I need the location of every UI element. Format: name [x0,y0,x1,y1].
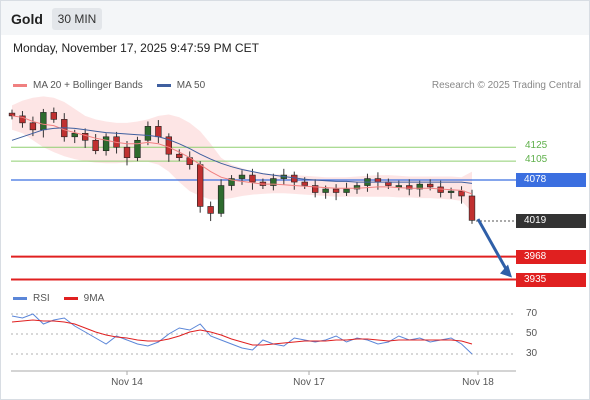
candle-body [322,188,329,193]
candle-body [102,136,110,152]
candle-body [19,115,26,124]
price-legend: MA 20 + Bollinger Bands MA 50 [13,80,205,91]
candle-body [312,185,319,193]
candle-body [343,188,350,193]
ma20-line [11,115,473,195]
research-credit: Research © 2025 Trading Central [431,80,581,91]
chart-header: Gold 30 MIN [1,1,589,35]
ma50-legend-swatch [156,84,171,87]
last-price-label: 4019 [516,214,586,229]
candle-body [301,181,308,186]
candle-body [353,185,361,190]
candle-body [92,139,99,152]
candle-body [8,112,16,117]
candle-body [144,126,152,141]
rsi-ma-legend-label: 9MA [83,293,105,304]
candle-body [217,185,225,214]
resistance-label-2: 4105 [525,154,548,166]
rsi-tick-30: 30 [526,348,538,359]
candle-body [249,174,256,183]
candle-body [374,178,382,183]
rsi-ma-legend-swatch [63,297,78,300]
x-tick-label: Nov 17 [293,377,325,388]
support-price-label-1: 3968 [516,249,586,264]
x-tick-label: Nov 18 [462,377,494,388]
candle-body [427,183,434,188]
timeframe-button[interactable]: 30 MIN [52,8,102,30]
projection-arrow-head [500,264,512,278]
candle-body [228,178,235,186]
candle-body [50,112,57,120]
candle-body [29,122,37,131]
candle-body [458,190,465,197]
candle-body [123,146,131,158]
pivot-price-label: 4078 [516,172,586,187]
candle-body [238,174,246,179]
rsi-legend-label: RSI [33,293,50,304]
projection-arrow [476,218,510,274]
rsi-legend: RSI 9MA [13,293,104,304]
symbol-title: Gold [11,11,43,27]
ma20-legend-label: MA 20 + Bollinger Bands [33,80,143,91]
rsi-line [11,313,473,355]
candle-body [134,139,141,158]
candle-body [155,126,162,138]
candle-body [447,190,455,193]
candle-body [406,185,413,190]
candle-body [332,188,340,193]
candle-body [395,185,402,188]
rsi-tick-70: 70 [526,308,538,319]
ma50-legend-label: MA 50 [176,80,206,91]
chart-datetime: Monday, November 17, 2025 9:47:59 PM CET [13,41,259,55]
ma50-line [11,127,473,184]
candle-body [71,133,78,138]
candle-body [40,112,47,131]
candle-body [82,133,89,141]
candle-body [416,183,423,190]
rsi-legend-swatch [13,297,27,300]
bollinger-band [12,96,472,212]
x-tick-label: Nov 14 [111,377,143,388]
rsi-ma-line [11,319,473,346]
candle-body [270,178,277,186]
candle-body [437,186,444,193]
candle-body [468,195,476,221]
candle-body [197,164,204,207]
rsi-tick-50: 50 [526,328,538,339]
support-price-label-2: 3935 [516,272,586,287]
ma20-legend-swatch [13,84,27,87]
candle-body [165,136,172,155]
candle-body [176,153,183,158]
resistance-label-1: 4125 [525,140,548,152]
candle-body [207,206,214,214]
